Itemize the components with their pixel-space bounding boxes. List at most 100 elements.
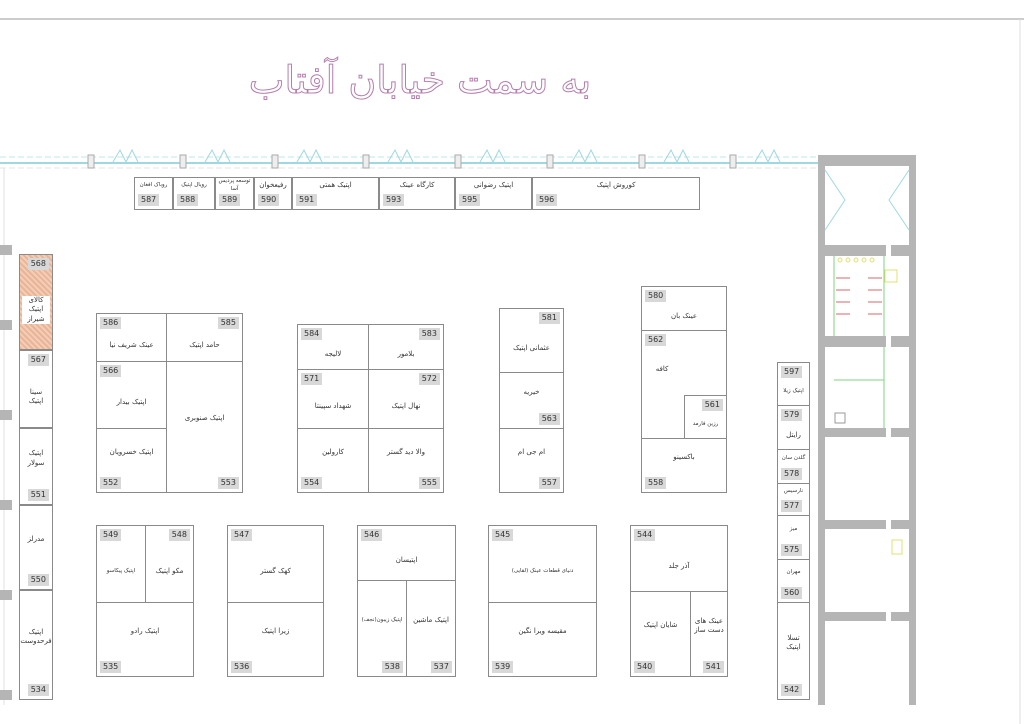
booth-546[interactable]: اپتیسان 546 [357, 525, 456, 581]
booth-name: کوروش اپتیک [535, 178, 697, 193]
booth-535[interactable]: اپتیک رادو 535 [96, 602, 194, 677]
direction-heading: به سمت خیابان آفتاب [248, 58, 592, 103]
booth-581[interactable]: عثمانی اپتیک 581 [499, 308, 564, 373]
booth-547[interactable]: کهک گستر 547 [227, 525, 324, 603]
booth-number: 536 [231, 661, 253, 673]
booth-588[interactable]: رویال اپتیک 588 [173, 177, 215, 210]
booth-597[interactable]: اپتیک زیلا 597 [777, 362, 810, 406]
booth-number: 555 [418, 477, 440, 489]
booth-586[interactable]: عینک شریف نیا 586 [96, 313, 167, 362]
booth-name-text: رویال اپتیک [181, 181, 207, 188]
booth-590[interactable]: رفیعخوان 590 [254, 177, 292, 210]
booth-name: مقیسه ویرا نگین [491, 603, 594, 660]
booth-585[interactable]: حامد اپتیک 585 [166, 313, 243, 362]
booth-name: نارسیس [780, 484, 807, 499]
booth-name: کارگاه عینک [382, 178, 452, 193]
booth-name-text: کهک گستر [260, 567, 291, 576]
booth-name: عینک بان [644, 303, 724, 330]
booth-567[interactable]: سینا اپتیک 567 [19, 350, 53, 428]
booth-name-text: کارولین [322, 447, 344, 456]
booth-name: گلدن سان [780, 450, 807, 467]
booth-number: 540 [634, 661, 656, 673]
booth-name: اپتیک بیدار [99, 378, 164, 428]
pillar [362, 154, 370, 169]
booth-name: اپتیک فرحدوست [20, 591, 51, 683]
booth-542[interactable]: تسلا اپتیک 542 [777, 602, 810, 700]
booth-544[interactable]: آذر جلد 544 [630, 525, 728, 592]
booth-561[interactable]: رزین فارمد 561 [684, 395, 727, 439]
booth-number: 537 [430, 661, 452, 673]
booth-name-text: ام جی ام [517, 447, 546, 456]
booth-548[interactable]: مکو اپتیک 548 [145, 525, 194, 603]
pillar [638, 154, 646, 169]
booth-560[interactable]: مهران 560 [777, 559, 810, 603]
booth-551[interactable]: اپتیک سولار 551 [19, 428, 53, 505]
booth-589[interactable]: توسعه پردیس آسا 589 [215, 177, 254, 210]
booth-571[interactable]: شهداد سپینتا 571 [297, 369, 369, 429]
booth-568[interactable]: کالای اپتیک شیراز 568 [19, 254, 53, 350]
booth-name-text: نهال اپتیک [391, 402, 421, 411]
booth-name: رزین فارمد [687, 412, 724, 438]
booth-number: 591 [296, 194, 318, 206]
booth-number: 586 [100, 317, 122, 329]
booth-name-text: کوروش اپتیک [596, 180, 636, 189]
booth-580[interactable]: عینک بان 580 [641, 286, 727, 331]
booth-552[interactable]: اپتیک خسرویان 552 [96, 428, 167, 493]
booth-name: عثمانی اپتیک [502, 325, 561, 372]
window-mark [387, 148, 414, 164]
booth-591[interactable]: اپتیک همتی 591 [292, 177, 379, 210]
booth-name: آذر جلد [633, 542, 725, 591]
booth-number: 550 [27, 574, 49, 586]
booth-553[interactable]: اپتیک صنوبری 553 [166, 361, 243, 493]
booth-name-text: لالیجه [324, 350, 342, 359]
booth-number: 588 [177, 194, 199, 206]
booth-name-text: رایتل [786, 430, 801, 439]
booth-557[interactable]: ام جی ام 557 [499, 428, 564, 493]
booth-545[interactable]: دنیای قطعات عینک (لقایی) 545 [488, 525, 597, 603]
booth-number: 566 [100, 365, 122, 377]
booth-578[interactable]: گلدن سان 578 [777, 449, 810, 484]
booth-579[interactable]: رایتل 579 [777, 405, 810, 450]
booth-577[interactable]: نارسیس 577 [777, 483, 810, 516]
booth-name-text: تسلا اپتیک [786, 633, 801, 651]
booth-number: 562 [645, 334, 667, 346]
booth-596[interactable]: کوروش اپتیک 596 [532, 177, 700, 210]
window-mark [663, 148, 690, 164]
booth-549[interactable]: اپتیک پیکاسو 549 [96, 525, 146, 603]
booth-593[interactable]: کارگاه عینک 593 [379, 177, 455, 210]
booth-name-text: آذر جلد [668, 561, 690, 570]
booth-name-text: اپتیسان [395, 556, 418, 565]
booth-number: 587 [138, 194, 160, 206]
booth-540[interactable]: شایان اپتیک 540 [630, 591, 691, 677]
booth-name-text: شهداد سپینتا [314, 402, 352, 411]
booth-541[interactable]: عینک های دست ساز 541 [690, 591, 728, 677]
booth-name: اپتیک خسرویان [99, 429, 164, 476]
booth-536[interactable]: زیرا اپتیک 536 [227, 602, 324, 677]
booth-572[interactable]: نهال اپتیک 572 [368, 369, 444, 429]
booth-534[interactable]: اپتیک فرحدوست 534 [19, 590, 53, 700]
booth-number: 585 [217, 317, 239, 329]
booth-number: 534 [27, 684, 49, 696]
booth-number: 535 [100, 661, 122, 673]
booth-554[interactable]: کارولین 554 [297, 428, 369, 493]
booth-595[interactable]: اپتیک رضوانی 595 [455, 177, 532, 210]
booth-558[interactable]: باکسینو 558 [641, 438, 727, 493]
booth-name: اپتیک پیکاسو [99, 542, 143, 602]
booth-number: 590 [258, 194, 280, 206]
booth-575[interactable]: میز 575 [777, 515, 810, 560]
booth-name: میز [780, 516, 807, 543]
booth-name: اپتیک سولار [22, 429, 50, 488]
booth-563[interactable]: خیریه 563 [499, 372, 564, 429]
booth-587[interactable]: روباک افغان 587 [134, 177, 173, 210]
booth-550[interactable]: مدرلز 550 [19, 505, 53, 590]
booth-566[interactable]: اپتیک بیدار 566 [96, 361, 167, 429]
booth-number: 571 [301, 373, 323, 385]
booth-name: والا دید گستر [371, 429, 441, 476]
booth-537[interactable]: اپتیک ماشین 537 [406, 580, 456, 677]
booth-583[interactable]: بلامور 583 [368, 324, 444, 370]
booth-584[interactable]: لالیجه 584 [297, 324, 369, 370]
booth-number: 557 [538, 477, 560, 489]
booth-539[interactable]: مقیسه ویرا نگین 539 [488, 602, 597, 677]
booth-538[interactable]: اپتیک زیبون(نجف) 538 [357, 580, 407, 677]
booth-555[interactable]: والا دید گستر 555 [368, 428, 444, 493]
